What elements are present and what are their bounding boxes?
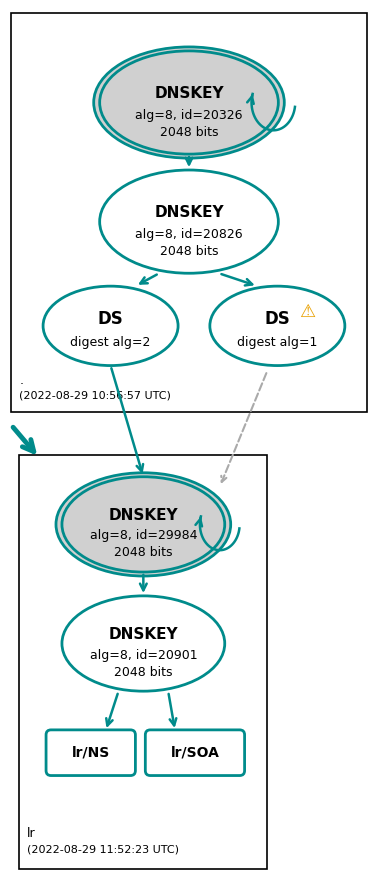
Ellipse shape bbox=[210, 286, 345, 366]
Text: lr: lr bbox=[27, 827, 36, 840]
Text: DNSKEY: DNSKEY bbox=[108, 508, 178, 523]
Ellipse shape bbox=[100, 51, 278, 154]
FancyBboxPatch shape bbox=[145, 730, 244, 775]
Text: alg=8, id=20901
2048 bits: alg=8, id=20901 2048 bits bbox=[89, 649, 197, 679]
FancyBboxPatch shape bbox=[46, 730, 135, 775]
Text: digest alg=1: digest alg=1 bbox=[237, 336, 318, 349]
Text: alg=8, id=29984
2048 bits: alg=8, id=29984 2048 bits bbox=[89, 529, 197, 559]
Ellipse shape bbox=[56, 473, 231, 576]
Text: ⚠: ⚠ bbox=[299, 303, 315, 321]
Ellipse shape bbox=[62, 477, 225, 572]
Text: alg=8, id=20326
2048 bits: alg=8, id=20326 2048 bits bbox=[135, 109, 243, 139]
Text: alg=8, id=20826
2048 bits: alg=8, id=20826 2048 bits bbox=[135, 228, 243, 258]
Ellipse shape bbox=[43, 286, 178, 366]
Bar bbox=[19, 455, 268, 869]
Ellipse shape bbox=[100, 170, 278, 273]
Text: DNSKEY: DNSKEY bbox=[108, 627, 178, 643]
Bar bbox=[11, 13, 367, 412]
Ellipse shape bbox=[94, 47, 284, 158]
Text: .: . bbox=[19, 374, 23, 388]
Text: DNSKEY: DNSKEY bbox=[154, 86, 224, 101]
Text: (2022-08-29 10:56:57 UTC): (2022-08-29 10:56:57 UTC) bbox=[19, 390, 171, 400]
Text: DNSKEY: DNSKEY bbox=[154, 204, 224, 219]
Text: DS: DS bbox=[98, 310, 124, 327]
Text: lr/SOA: lr/SOA bbox=[171, 746, 219, 759]
Text: lr/NS: lr/NS bbox=[72, 746, 110, 759]
Text: digest alg=2: digest alg=2 bbox=[70, 336, 151, 349]
Text: (2022-08-29 11:52:23 UTC): (2022-08-29 11:52:23 UTC) bbox=[27, 845, 179, 855]
Ellipse shape bbox=[62, 596, 225, 691]
Text: DS: DS bbox=[265, 310, 290, 327]
